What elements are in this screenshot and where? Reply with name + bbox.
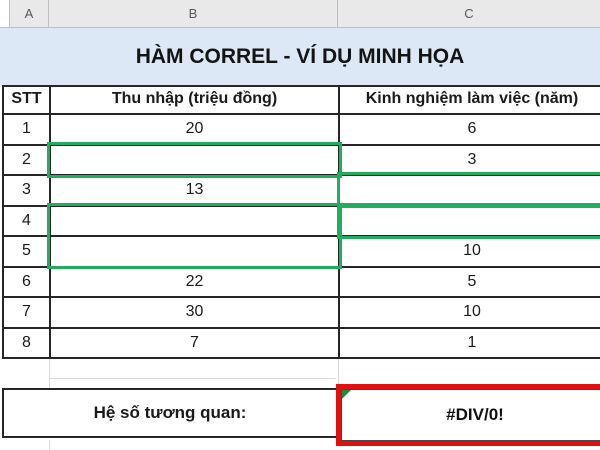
column-header-b[interactable]: B — [49, 0, 338, 27]
cell-experience-8[interactable]: 1 — [340, 329, 600, 359]
cell-experience-3[interactable] — [340, 176, 600, 207]
cell-stt-2[interactable]: 2 — [4, 145, 51, 176]
header-income[interactable]: Thu nhập (triệu đồng) — [51, 87, 340, 115]
result-label-cell[interactable]: Hệ số tương quan: — [2, 388, 338, 438]
cell-experience-6[interactable]: 5 — [340, 268, 600, 298]
cell-experience-5[interactable]: 10 — [340, 237, 600, 268]
gridline — [50, 378, 336, 379]
cell-income-8[interactable]: 7 — [51, 328, 340, 359]
header-experience[interactable]: Kinh nghiệm làm việc (năm) — [340, 87, 600, 115]
cell-stt-5[interactable]: 5 — [4, 237, 51, 268]
error-value: #DIV/0! — [446, 405, 504, 424]
cell-experience-7[interactable]: 10 — [340, 298, 600, 329]
result-value-cell[interactable]: #DIV/0! — [336, 384, 600, 446]
cell-stt-3[interactable]: 3 — [4, 176, 51, 207]
gridline — [49, 440, 50, 450]
cell-stt-1[interactable]: 1 — [4, 115, 51, 146]
cell-income-3[interactable]: 13 — [51, 176, 340, 207]
cell-experience-1[interactable]: 6 — [340, 115, 600, 146]
gridline — [49, 359, 50, 388]
error-indicator-icon — [342, 390, 351, 399]
column-header-c[interactable]: C — [464, 6, 474, 21]
cell-income-2[interactable] — [51, 145, 340, 176]
cell-stt-7[interactable]: 7 — [4, 298, 51, 329]
header-stt[interactable]: STT — [4, 87, 51, 115]
column-header-a[interactable]: A — [10, 0, 49, 27]
cell-stt-4[interactable]: 4 — [4, 206, 51, 237]
cell-income-4[interactable] — [51, 206, 340, 237]
column-header-strip: A B C — [0, 0, 600, 28]
data-table: STT Thu nhập (triệu đồng) Kinh nghiệm là… — [2, 85, 600, 359]
title-cell[interactable]: HÀM CORREL - VÍ DỤ MINH HỌA — [0, 28, 600, 85]
cell-income-5[interactable] — [51, 237, 340, 268]
gridline — [338, 359, 339, 385]
cell-stt-6[interactable]: 6 — [4, 267, 51, 298]
cell-income-6[interactable]: 22 — [51, 267, 340, 298]
corner-cell[interactable] — [0, 0, 10, 27]
cell-experience-4[interactable] — [340, 207, 600, 237]
cell-experience-2[interactable]: 3 — [340, 146, 600, 176]
cell-stt-8[interactable]: 8 — [4, 328, 51, 359]
cell-income-7[interactable]: 30 — [51, 298, 340, 329]
cell-income-1[interactable]: 20 — [51, 115, 340, 146]
